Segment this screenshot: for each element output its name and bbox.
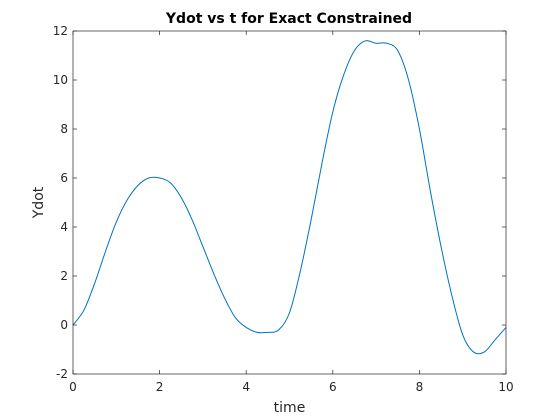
x-tick-label: 0 [69, 380, 77, 394]
plot-background [73, 31, 506, 374]
x-tick-label: 4 [242, 380, 250, 394]
x-axis-label: time [274, 400, 306, 416]
y-tick-label: 12 [53, 24, 68, 38]
y-tick-label: 4 [60, 220, 68, 234]
y-tick-label: 0 [60, 318, 68, 332]
y-tick-label: 6 [60, 171, 68, 185]
y-tick-label: 10 [53, 73, 68, 87]
y-tick-label: 8 [60, 122, 68, 136]
series-layer [72, 40, 507, 355]
y-tick-label: -2 [56, 367, 68, 381]
plot-frame [72, 30, 507, 375]
y-tick-label: 2 [60, 269, 68, 283]
x-tick-label: 8 [416, 380, 424, 394]
x-tick-label: 2 [156, 380, 164, 394]
series-line-0 [72, 40, 507, 355]
y-axis-label: Ydot [31, 186, 47, 219]
chart-title: Ydot vs t for Exact Constrained [165, 11, 412, 27]
x-tick-label: 6 [329, 380, 337, 394]
x-tick-label: 10 [498, 380, 513, 394]
